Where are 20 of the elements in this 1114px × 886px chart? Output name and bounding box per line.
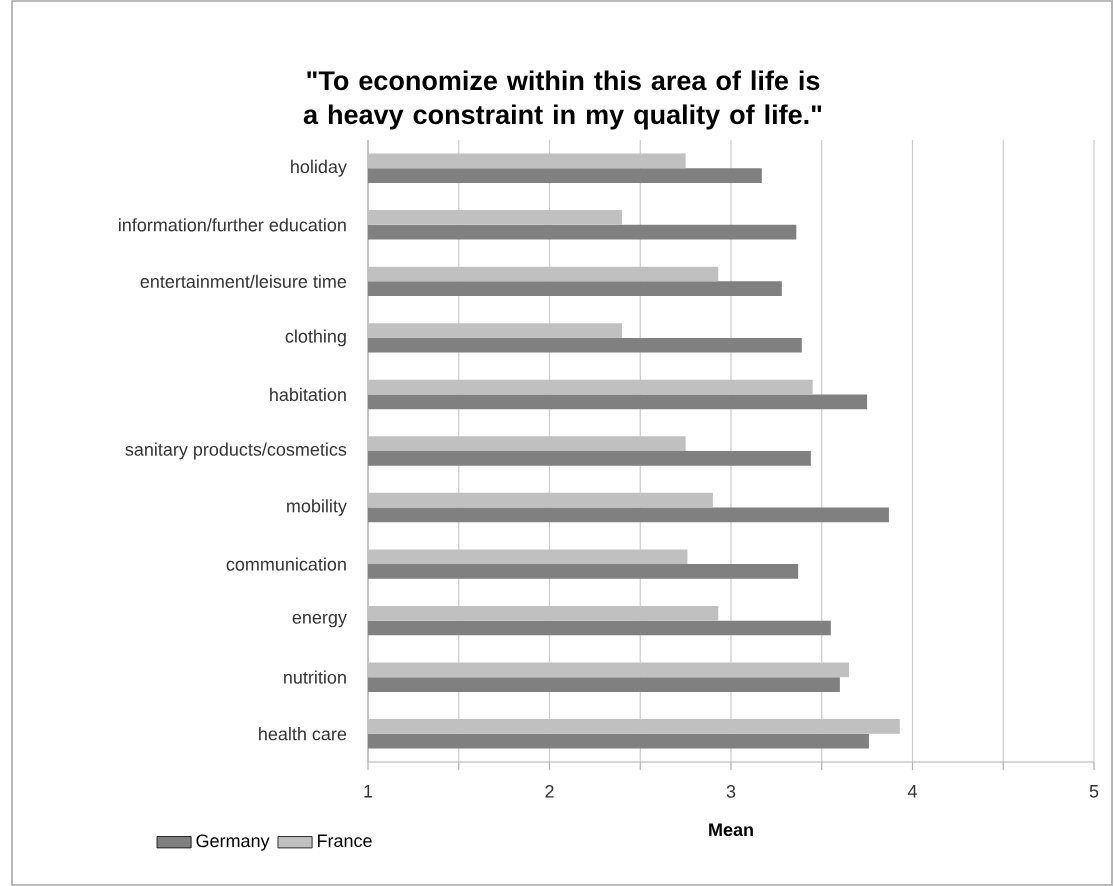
legend-label: Germany <box>196 834 270 851</box>
y-tick-label: nutrition <box>284 670 346 684</box>
y-tick-label: health care <box>259 727 347 741</box>
y-tick-label: energy <box>292 613 347 628</box>
x-tick-label: 4 <box>907 785 917 798</box>
legend-label: France <box>317 834 372 848</box>
x-tick-label: 3 <box>726 785 736 798</box>
y-tick-label: clothing <box>285 329 346 347</box>
y-tick-label: holiday <box>291 159 347 177</box>
x-tick-label: 2 <box>545 785 554 798</box>
y-tick-label: sanitary products/cosmetics <box>125 442 347 460</box>
x-tick-label: 1 <box>364 785 373 798</box>
y-tick-label: entertainment/leisure time <box>140 274 347 288</box>
y-tick-label: habitation <box>270 387 346 402</box>
x-axis-title: Mean <box>709 823 753 837</box>
y-tick-label: communication <box>226 557 346 571</box>
x-tick-label: 5 <box>1089 785 1099 798</box>
y-tick-label: information/further education <box>118 218 346 232</box>
y-tick-label: mobility <box>287 499 347 516</box>
chart-title: "To economize within this area of life is a heavy constraint in my quality of life." <box>303 70 822 130</box>
